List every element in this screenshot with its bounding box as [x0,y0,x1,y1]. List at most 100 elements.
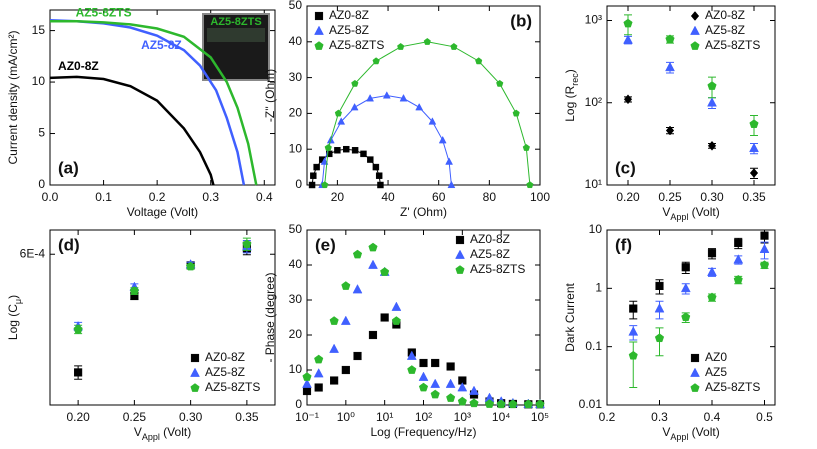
y-tick-label: 10³ [585,13,602,27]
x-tick-label: 0.35 [235,410,259,424]
inset-label: AZ5-8ZTS [210,16,261,28]
x-tick-label: 10² [415,410,432,424]
legend-marker [190,367,200,377]
marker [749,168,759,178]
series-label: AZ5-8ZTS [76,6,132,20]
legend-marker [690,25,700,35]
marker [707,249,717,258]
marker [380,267,390,276]
y-axis-label: Current density (mA/cm²) [6,30,20,164]
marker [623,34,633,44]
marker [733,274,743,284]
marker [707,292,717,302]
x-axis-label-part: (Volt) [688,205,719,219]
marker [366,93,375,102]
panel-label: (e) [315,235,336,254]
y-tick-label: 10 [32,74,46,88]
series-line [321,94,452,186]
panel-label: (b) [510,11,532,30]
y-axis-label-part: μ [13,299,23,304]
marker [665,34,675,44]
x-tick-label: 10⁻¹ [295,410,319,424]
marker [368,242,378,252]
marker [353,351,362,361]
marker [377,181,384,189]
marker [484,399,495,408]
x-tick-label: 20 [331,190,345,204]
marker [628,326,639,336]
marker [350,102,359,111]
legend-marker [690,367,700,377]
legend-label: AZ5 [705,365,727,379]
marker [759,260,770,270]
marker [341,365,350,375]
marker [407,365,417,374]
marker [655,281,664,290]
marker [707,97,717,107]
marker [341,281,351,290]
x-axis-label-part: Appl [670,432,688,442]
x-tick-label: 0.35 [742,190,766,204]
x-axis-label-part: V [662,205,670,219]
legend-marker [690,11,700,21]
marker [302,378,312,388]
x-tick-label: 0.2 [599,410,616,424]
marker [391,301,402,311]
x-tick-label: 0.3 [202,190,219,204]
marker [313,163,320,171]
y-tick-label: 0 [38,177,45,191]
marker [242,239,252,248]
legend-marker [690,41,700,50]
legend-label: AZ0-8Z [470,232,510,246]
x-axis-label: Log (Frequency/Hz) [370,425,476,439]
panel-label: (f) [615,235,632,254]
y-tick-label: 10¹ [585,177,602,191]
x-axis-label-part: V [662,425,670,439]
marker [654,303,665,313]
x-tick-label: 0.4 [704,410,721,424]
inset-photo [202,13,270,81]
y-tick-label: 0 [295,397,302,411]
legend-label: AZ0 [705,350,727,364]
marker [496,399,506,409]
marker [419,358,428,368]
marker [372,163,380,171]
marker [445,378,456,388]
marker [129,286,139,295]
series-line [49,75,215,186]
marker [351,147,359,154]
marker [475,57,483,65]
plot-frame [606,5,776,186]
marker [457,396,467,406]
marker [367,156,374,163]
x-tick-label: 10⁵ [531,410,549,424]
marker [334,109,342,117]
series-label: AZ5-8Z [141,38,182,52]
marker [733,254,744,264]
marker [665,61,675,72]
marker [314,383,323,392]
marker [707,81,717,90]
legend-marker [455,249,465,259]
marker [314,354,324,364]
x-axis-label: Z' (Ohm) [400,205,447,219]
x-tick-label: 10⁰ [337,410,355,424]
legend-label: AZ5-8Z [705,23,745,37]
x-tick-label: 0.25 [123,410,147,424]
x-tick-label: 10³ [454,410,471,424]
y-tick-label: 30 [289,292,303,306]
marker [707,140,717,151]
y-tick-label: 10² [585,95,602,109]
x-tick-label: 0.30 [700,190,724,204]
marker [430,378,441,388]
legend-label: AZ0-8Z [329,8,369,22]
y-axis-label-part: ) [563,69,577,73]
panel-label: (a) [58,158,79,177]
marker [431,358,440,368]
legend-marker [190,353,200,363]
x-axis-label: VAppl (Volt) [662,205,719,222]
legend-marker [690,353,700,363]
marker [522,143,530,151]
marker [313,368,324,378]
marker [430,389,440,399]
